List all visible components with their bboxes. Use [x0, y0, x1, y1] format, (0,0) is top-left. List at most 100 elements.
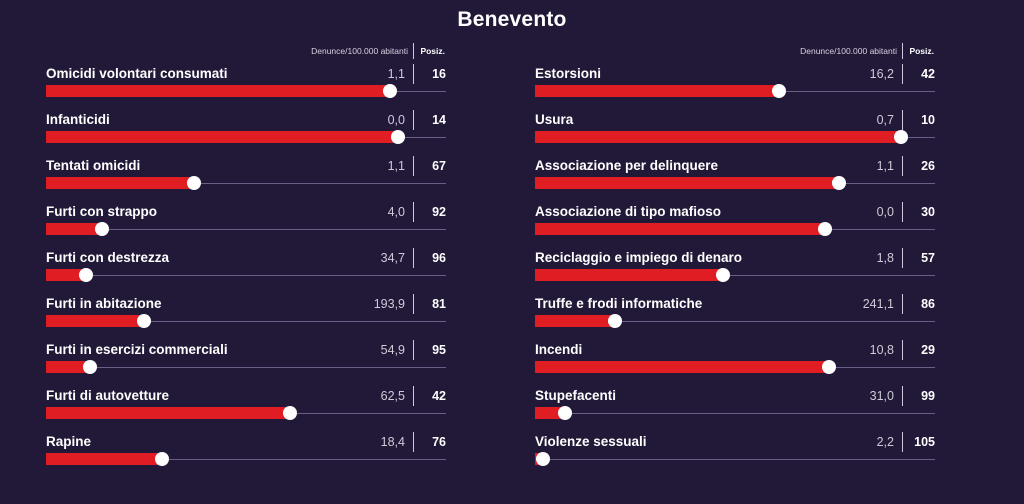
crime-rate-value: 0,0 [387, 113, 405, 127]
crime-name: Incendi [535, 342, 583, 357]
value-divider [902, 294, 903, 314]
crime-name: Usura [535, 112, 574, 127]
bar-fill [46, 269, 86, 281]
bar-fill [46, 85, 390, 97]
bar-knob [558, 406, 572, 420]
crime-name: Associazione di tipo mafioso [535, 204, 722, 219]
bar-fill [535, 361, 829, 373]
bar-knob [716, 268, 730, 282]
bar-fill [46, 177, 194, 189]
crime-rate-value: 2,2 [876, 435, 894, 449]
bar-knob [283, 406, 297, 420]
bar-track [46, 275, 446, 276]
crime-name: Truffe e frodi informatiche [535, 296, 703, 311]
crime-rate-value: 34,7 [380, 251, 405, 265]
bar-knob [536, 452, 550, 466]
crime-name: Tentati omicidi [46, 158, 141, 173]
value-divider [413, 202, 414, 222]
bar-knob [818, 222, 832, 236]
left-column: Denunce/100.000 abitanti Posiz. Omicidi … [46, 0, 446, 504]
crime-rate-value: 31,0 [869, 389, 894, 403]
value-divider [902, 432, 903, 452]
crime-rate-value: 54,9 [380, 343, 405, 357]
rank-position: 14 [432, 113, 446, 127]
rank-position: 86 [921, 297, 935, 311]
bar-knob [95, 222, 109, 236]
crime-row: Usura 0,7 10 [535, 110, 935, 158]
crime-name: Violenze sessuali [535, 434, 647, 449]
value-divider [902, 202, 903, 222]
bar-knob [772, 84, 786, 98]
crime-row: Rapine 18,4 76 [46, 432, 446, 480]
crime-rate-value: 1,1 [876, 159, 894, 173]
bar-knob [137, 314, 151, 328]
bar-fill [46, 407, 290, 419]
crime-name: Stupefacenti [535, 388, 617, 403]
bar-fill [535, 223, 825, 235]
value-divider [413, 432, 414, 452]
column-header: Denunce/100.000 abitanti Posiz. [535, 43, 935, 61]
bar-track [46, 459, 446, 460]
bar-track [535, 321, 935, 322]
crime-row: Truffe e frodi informatiche 241,1 86 [535, 294, 935, 342]
bar-track [46, 321, 446, 322]
value-divider [413, 64, 414, 84]
crime-row: Furti di autovetture 62,5 42 [46, 386, 446, 434]
column-header: Denunce/100.000 abitanti Posiz. [46, 43, 446, 61]
bar-fill [535, 407, 565, 419]
right-column: Denunce/100.000 abitanti Posiz. Estorsio… [535, 0, 935, 504]
crime-name: Rapine [46, 434, 92, 449]
page-title: Benevento [457, 8, 567, 31]
value-divider [413, 294, 414, 314]
value-divider [413, 156, 414, 176]
crime-row: Associazione per delinquere 1,1 26 [535, 156, 935, 204]
crime-rate-value: 0,7 [876, 113, 894, 127]
crime-name: Furti con strappo [46, 204, 157, 219]
crime-rate-value: 193,9 [373, 297, 405, 311]
crime-row: Reciclaggio e impiego di denaro 1,8 57 [535, 248, 935, 296]
bar-track [46, 183, 446, 184]
bar-knob [894, 130, 908, 144]
bar-fill [535, 315, 615, 327]
crime-rate-value: 18,4 [380, 435, 405, 449]
rank-position: 99 [921, 389, 935, 403]
crime-row: Furti in abitazione 193,9 81 [46, 294, 446, 342]
bar-fill [46, 453, 162, 465]
bar-knob [383, 84, 397, 98]
crime-name: Estorsioni [535, 66, 602, 81]
bar-knob [391, 130, 405, 144]
rank-position: 95 [432, 343, 446, 357]
rank-position: 67 [432, 159, 446, 173]
value-divider [902, 64, 903, 84]
crime-row: Incendi 10,8 29 [535, 340, 935, 388]
crime-row: Violenze sessuali 2,2 105 [535, 432, 935, 480]
crime-row: Omicidi volontari consumati 1,1 16 [46, 64, 446, 112]
crime-row: Furti in esercizi commerciali 54,9 95 [46, 340, 446, 388]
crime-name: Reciclaggio e impiego di denaro [535, 250, 743, 265]
bar-fill [46, 315, 144, 327]
crime-name: Furti in abitazione [46, 296, 162, 311]
crime-rate-value: 16,2 [869, 67, 894, 81]
rank-position: 29 [921, 343, 935, 357]
rank-position: 57 [921, 251, 935, 265]
crime-row: Associazione di tipo mafioso 0,0 30 [535, 202, 935, 250]
crime-rate-value: 241,1 [862, 297, 894, 311]
rank-header: Posiz. [909, 46, 934, 56]
crime-name: Furti con destrezza [46, 250, 170, 265]
rank-position: 81 [432, 297, 446, 311]
bar-fill [46, 361, 90, 373]
value-divider [902, 386, 903, 406]
bar-track [46, 367, 446, 368]
bar-knob [832, 176, 846, 190]
crime-rate-value: 1,1 [387, 67, 405, 81]
crime-name: Furti di autovetture [46, 388, 170, 403]
crime-row: Infanticidi 0,0 14 [46, 110, 446, 158]
header-divider [413, 43, 414, 59]
value-divider [902, 110, 903, 130]
bar-fill [46, 223, 102, 235]
rank-position: 76 [432, 435, 446, 449]
bar-fill [535, 177, 839, 189]
bar-knob [608, 314, 622, 328]
crime-rate-value: 4,0 [387, 205, 405, 219]
rank-position: 10 [921, 113, 935, 127]
